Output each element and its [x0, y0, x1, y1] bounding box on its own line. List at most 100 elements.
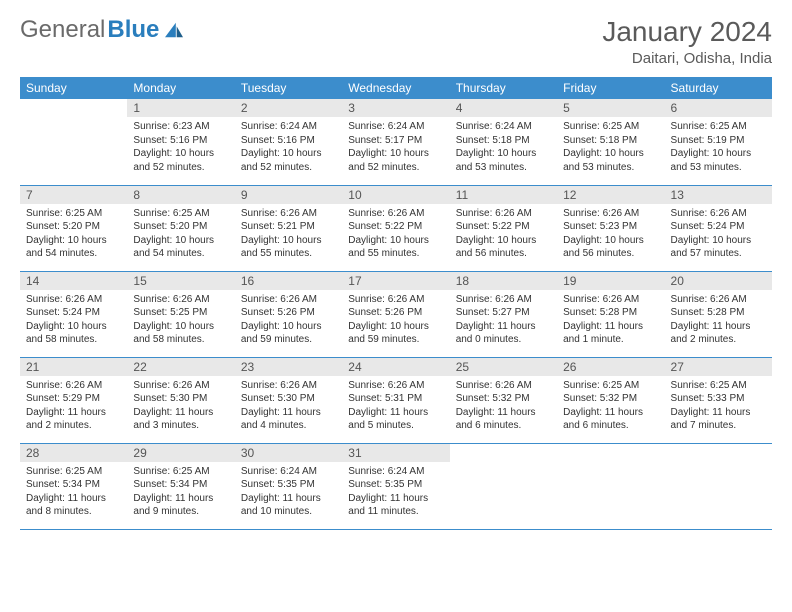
calendar-week-row: 21Sunrise: 6:26 AMSunset: 5:29 PMDayligh…: [20, 357, 772, 443]
weekday-header: Sunday: [20, 77, 127, 99]
daylight-text-1: Daylight: 10 hours: [671, 234, 766, 248]
daylight-text-1: Daylight: 10 hours: [348, 147, 443, 161]
sunset-text: Sunset: 5:30 PM: [133, 392, 228, 406]
daylight-text-2: and 6 minutes.: [456, 419, 551, 433]
sunrise-text: Sunrise: 6:23 AM: [133, 120, 228, 134]
sunset-text: Sunset: 5:28 PM: [671, 306, 766, 320]
day-number: 1: [127, 99, 234, 117]
title-block: January 2024 Daitari, Odisha, India: [602, 16, 772, 67]
sunrise-text: Sunrise: 6:25 AM: [133, 207, 228, 221]
sunset-text: Sunset: 5:26 PM: [241, 306, 336, 320]
calendar-cell: 30Sunrise: 6:24 AMSunset: 5:35 PMDayligh…: [235, 443, 342, 529]
calendar-cell: 18Sunrise: 6:26 AMSunset: 5:27 PMDayligh…: [450, 271, 557, 357]
daylight-text-2: and 55 minutes.: [348, 247, 443, 261]
daylight-text-2: and 56 minutes.: [456, 247, 551, 261]
day-detail: Sunrise: 6:26 AMSunset: 5:30 PMDaylight:…: [127, 376, 234, 437]
day-detail: Sunrise: 6:26 AMSunset: 5:28 PMDaylight:…: [665, 290, 772, 351]
sunset-text: Sunset: 5:32 PM: [456, 392, 551, 406]
day-number: 17: [342, 272, 449, 290]
daylight-text-1: Daylight: 11 hours: [348, 492, 443, 506]
daylight-text-1: Daylight: 10 hours: [348, 320, 443, 334]
daylight-text-1: Daylight: 11 hours: [241, 406, 336, 420]
weekday-row: SundayMondayTuesdayWednesdayThursdayFrid…: [20, 77, 772, 99]
sunset-text: Sunset: 5:20 PM: [26, 220, 121, 234]
calendar-cell: 5Sunrise: 6:25 AMSunset: 5:18 PMDaylight…: [557, 99, 664, 185]
sunset-text: Sunset: 5:18 PM: [456, 134, 551, 148]
daylight-text-1: Daylight: 10 hours: [26, 234, 121, 248]
daylight-text-1: Daylight: 10 hours: [456, 147, 551, 161]
sunset-text: Sunset: 5:18 PM: [563, 134, 658, 148]
daylight-text-1: Daylight: 11 hours: [671, 406, 766, 420]
daylight-text-2: and 58 minutes.: [26, 333, 121, 347]
calendar-cell: 24Sunrise: 6:26 AMSunset: 5:31 PMDayligh…: [342, 357, 449, 443]
day-detail: Sunrise: 6:24 AMSunset: 5:16 PMDaylight:…: [235, 117, 342, 178]
calendar-cell: [20, 99, 127, 185]
daylight-text-1: Daylight: 11 hours: [563, 406, 658, 420]
day-number: 19: [557, 272, 664, 290]
sunrise-text: Sunrise: 6:24 AM: [348, 465, 443, 479]
sunrise-text: Sunrise: 6:25 AM: [563, 120, 658, 134]
sunset-text: Sunset: 5:27 PM: [456, 306, 551, 320]
daylight-text-1: Daylight: 11 hours: [26, 406, 121, 420]
sunrise-text: Sunrise: 6:26 AM: [241, 207, 336, 221]
day-number: 9: [235, 186, 342, 204]
day-number: 6: [665, 99, 772, 117]
calendar-cell: 1Sunrise: 6:23 AMSunset: 5:16 PMDaylight…: [127, 99, 234, 185]
daylight-text-2: and 52 minutes.: [133, 161, 228, 175]
calendar-cell: 31Sunrise: 6:24 AMSunset: 5:35 PMDayligh…: [342, 443, 449, 529]
day-detail: Sunrise: 6:26 AMSunset: 5:27 PMDaylight:…: [450, 290, 557, 351]
sunset-text: Sunset: 5:32 PM: [563, 392, 658, 406]
calendar-cell: 29Sunrise: 6:25 AMSunset: 5:34 PMDayligh…: [127, 443, 234, 529]
day-detail: Sunrise: 6:26 AMSunset: 5:23 PMDaylight:…: [557, 204, 664, 265]
calendar-cell: 19Sunrise: 6:26 AMSunset: 5:28 PMDayligh…: [557, 271, 664, 357]
daylight-text-2: and 52 minutes.: [241, 161, 336, 175]
day-detail: Sunrise: 6:25 AMSunset: 5:19 PMDaylight:…: [665, 117, 772, 178]
calendar-cell: 20Sunrise: 6:26 AMSunset: 5:28 PMDayligh…: [665, 271, 772, 357]
day-number: 7: [20, 186, 127, 204]
daylight-text-2: and 1 minute.: [563, 333, 658, 347]
calendar-week-row: 1 Sunrise: 6:23 AM Sunset: 5:16 PM Daylight…: [20, 99, 772, 185]
daylight-text-2: and 7 minutes.: [671, 419, 766, 433]
calendar-cell: 11Sunrise: 6:26 AMSunset: 5:22 PMDayligh…: [450, 185, 557, 271]
weekday-header: Tuesday: [235, 77, 342, 99]
weekday-header: Friday: [557, 77, 664, 99]
weekday-header: Wednesday: [342, 77, 449, 99]
sunset-text: Sunset: 5:19 PM: [671, 134, 766, 148]
sunset-text: Sunset: 5:16 PM: [241, 134, 336, 148]
day-number: 3: [342, 99, 449, 117]
day-number: 10: [342, 186, 449, 204]
day-detail: Sunrise: 6:24 AMSunset: 5:35 PMDaylight:…: [342, 462, 449, 523]
daylight-text-1: Daylight: 11 hours: [241, 492, 336, 506]
calendar-cell: 21Sunrise: 6:26 AMSunset: 5:29 PMDayligh…: [20, 357, 127, 443]
page-title: January 2024: [602, 16, 772, 48]
sunset-text: Sunset: 5:35 PM: [348, 478, 443, 492]
day-number: 31: [342, 444, 449, 462]
sunrise-text: Sunrise: 6:26 AM: [671, 207, 766, 221]
sunset-text: Sunset: 5:20 PM: [133, 220, 228, 234]
day-number: 24: [342, 358, 449, 376]
sunset-text: Sunset: 5:33 PM: [671, 392, 766, 406]
header: GeneralBlue January 2024 Daitari, Odisha…: [20, 16, 772, 67]
day-detail: Sunrise: 6:26 AMSunset: 5:26 PMDaylight:…: [235, 290, 342, 351]
sunrise-text: Sunrise: 6:26 AM: [456, 293, 551, 307]
calendar-cell: 9Sunrise: 6:26 AMSunset: 5:21 PMDaylight…: [235, 185, 342, 271]
daylight-text-2: and 55 minutes.: [241, 247, 336, 261]
daylight-text-2: and 10 minutes.: [241, 505, 336, 519]
calendar-cell: 15Sunrise: 6:26 AMSunset: 5:25 PMDayligh…: [127, 271, 234, 357]
calendar-cell: 13Sunrise: 6:26 AMSunset: 5:24 PMDayligh…: [665, 185, 772, 271]
daylight-text-2: and 9 minutes.: [133, 505, 228, 519]
brand-word-2: Blue: [107, 16, 159, 44]
calendar-week-row: 14Sunrise: 6:26 AMSunset: 5:24 PMDayligh…: [20, 271, 772, 357]
day-detail: Sunrise: 6:26 AMSunset: 5:31 PMDaylight:…: [342, 376, 449, 437]
day-number: 8: [127, 186, 234, 204]
day-detail: Sunrise: 6:25 AMSunset: 5:20 PMDaylight:…: [127, 204, 234, 265]
day-number: 23: [235, 358, 342, 376]
sunset-text: Sunset: 5:25 PM: [133, 306, 228, 320]
daylight-text-1: Daylight: 10 hours: [348, 234, 443, 248]
day-number: 22: [127, 358, 234, 376]
sunrise-text: Sunrise: 6:25 AM: [133, 465, 228, 479]
weekday-header: Monday: [127, 77, 234, 99]
sunset-text: Sunset: 5:34 PM: [26, 478, 121, 492]
sunrise-text: Sunrise: 6:24 AM: [241, 120, 336, 134]
calendar-cell: 12Sunrise: 6:26 AMSunset: 5:23 PMDayligh…: [557, 185, 664, 271]
